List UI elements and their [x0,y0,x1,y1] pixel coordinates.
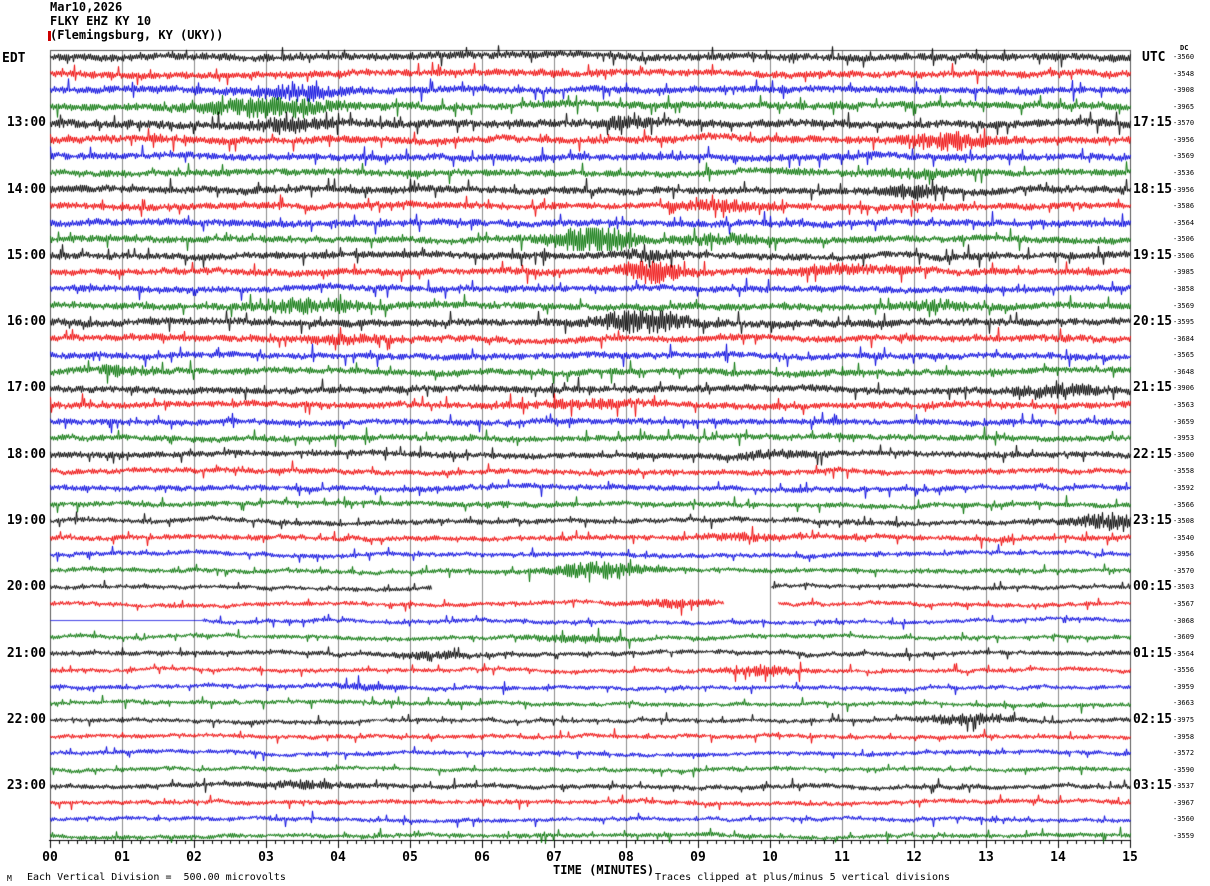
x-tick-label: 02 [186,850,202,865]
dc-value: -3663 [1173,699,1195,708]
right-timezone-label: UTC [1142,50,1166,65]
dc-value: -3503 [1173,583,1195,592]
dc-value: -3540 [1173,533,1195,542]
dc-value: -3564 [1173,649,1195,658]
dc-value: -3506 [1173,235,1195,244]
dc-value: -3569 [1173,152,1195,161]
dc-value: -3569 [1173,301,1195,310]
utc-hour-label: 00:15 [1133,579,1173,595]
edt-hour-label: 19:00 [6,513,46,529]
edt-hour-label: 14:00 [6,181,46,197]
edt-hour-label: 18:00 [6,446,46,462]
corner-mark: M [7,874,12,883]
edt-hour-label: 15:00 [6,247,46,263]
utc-hour-label: 19:15 [1133,247,1173,263]
x-tick-label: 01 [114,850,130,865]
x-tick-label: 14 [1050,850,1066,865]
dc-column-header: DC [1180,44,1189,52]
dc-value: -3500 [1173,450,1195,459]
dc-value: -3565 [1173,351,1195,360]
x-tick-label: 15 [1122,850,1138,865]
x-tick-label: 07 [546,850,562,865]
title-station: FLKY EHZ KY 10 [50,14,152,28]
x-tick-label: 00 [42,850,58,865]
clip-note: Traces clipped at plus/minus 5 vertical … [655,872,951,883]
utc-hour-label: 22:15 [1133,446,1173,462]
dc-value: -3572 [1173,749,1195,758]
dc-value: -3590 [1173,765,1195,774]
edt-hour-label: 21:00 [6,645,46,661]
dc-value: -3592 [1173,483,1195,492]
dc-value: -3537 [1173,782,1195,791]
utc-hour-label: 17:15 [1133,115,1173,131]
dc-value: -3609 [1173,633,1195,642]
x-axis-title: TIME (MINUTES) [553,863,655,877]
edt-hour-label: 17:00 [6,380,46,396]
dc-value: -3508 [1173,517,1195,526]
x-tick-label: 03 [258,850,274,865]
edt-hour-label: 16:00 [6,314,46,330]
dc-value: -3558 [1173,467,1195,476]
dc-value: -3953 [1173,434,1195,443]
dc-value: -3956 [1173,185,1195,194]
utc-hour-label: 03:15 [1133,778,1173,794]
dc-value: -3959 [1173,682,1195,691]
x-tick-label: 06 [474,850,490,865]
dc-value: -3536 [1173,169,1195,178]
edt-hour-label: 23:00 [6,778,46,794]
edt-hour-label: 20:00 [6,579,46,595]
dc-value: -3595 [1173,318,1195,327]
dc-value: -3958 [1173,732,1195,741]
dc-value: -3985 [1173,268,1195,277]
utc-hour-label: 23:15 [1133,513,1173,529]
dc-value: -3967 [1173,798,1195,807]
dc-value: -3684 [1173,334,1195,343]
edt-hour-label: 22:00 [6,711,46,727]
x-tick-label: 05 [402,850,418,865]
dc-value: -3560 [1173,815,1195,824]
dc-value: -3068 [1173,616,1195,625]
utc-hour-label: 01:15 [1133,645,1173,661]
title-location: (Flemingsburg, KY (UKY)) [50,28,224,42]
utc-hour-label: 20:15 [1133,314,1173,330]
dc-value: -3956 [1173,550,1195,559]
dc-value: -3566 [1173,500,1195,509]
x-tick-label: 09 [690,850,706,865]
dc-value: -3563 [1173,401,1195,410]
x-tick-label: 04 [330,850,346,865]
dc-value: -3559 [1173,832,1195,840]
dc-value: -3548 [1173,69,1195,78]
dc-value: -3567 [1173,599,1195,608]
utc-hour-label: 21:15 [1133,380,1173,396]
x-tick-label: 11 [834,850,850,865]
station-marker-icon [48,31,51,41]
dc-value: -3906 [1173,384,1195,393]
dc-value: -3560 [1173,53,1195,61]
dc-value: -3564 [1173,218,1195,227]
dc-value: -3956 [1173,135,1195,144]
x-tick-label: 10 [762,850,778,865]
title-date: Mar10,2026 [50,0,123,14]
dc-value: -3570 [1173,566,1195,575]
dc-value: -3975 [1173,715,1195,724]
dc-value: -3556 [1173,666,1195,675]
dc-value: -3908 [1173,86,1195,95]
left-timezone-label: EDT [2,51,26,66]
dc-value: -3648 [1173,367,1195,376]
dc-value: -3858 [1173,285,1195,294]
dc-value: -3965 [1173,102,1195,111]
x-tick-label: 12 [906,850,922,865]
dc-value: -3570 [1173,119,1195,128]
edt-hour-label: 13:00 [6,115,46,131]
utc-hour-label: 18:15 [1133,181,1173,197]
dc-value: -3586 [1173,202,1195,211]
scale-note: Each Vertical Division = 500.00 microvol… [27,872,286,883]
dc-value: -3506 [1173,251,1195,260]
dc-value: -3659 [1173,417,1195,426]
x-tick-label: 13 [978,850,994,865]
x-tick-label: 08 [618,850,634,865]
utc-hour-label: 02:15 [1133,711,1173,727]
